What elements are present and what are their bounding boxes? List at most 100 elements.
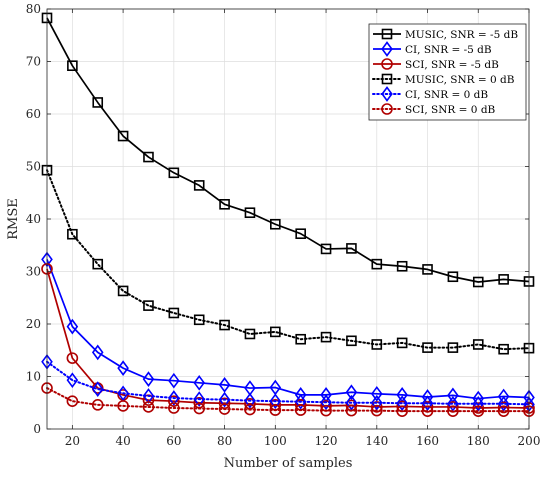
- data-point: [269, 393, 282, 410]
- data-point: [371, 258, 383, 270]
- legend-box: [368, 23, 527, 121]
- data-point: [92, 97, 104, 108]
- legend-item: CI, SNR = 0 dB: [372, 86, 488, 102]
- data-point: [472, 402, 485, 414]
- y-tick-label: 60: [26, 107, 41, 121]
- data-point: [219, 199, 230, 210]
- data-point: [168, 395, 180, 407]
- x-tick-label: 180: [467, 434, 490, 448]
- data-point: [66, 395, 79, 407]
- legend-label: MUSIC, SNR = 0 dB: [405, 74, 515, 86]
- data-point: [421, 405, 434, 417]
- legend: MUSIC, SNR = -5 dB CI, SNR = -5 dB SCI, SN…: [368, 23, 527, 121]
- data-point: [168, 390, 180, 406]
- data-point: [422, 342, 433, 353]
- data-point: [244, 328, 256, 340]
- legend-item: MUSIC, SNR = 0 dB: [372, 73, 515, 86]
- data-point: [193, 391, 206, 407]
- data-point: [346, 243, 357, 254]
- legend-label: CI, SNR = -5 dB: [405, 44, 492, 56]
- data-point: [66, 352, 79, 364]
- data-point: [193, 314, 205, 326]
- data-point: [396, 405, 408, 417]
- data-point: [244, 403, 256, 416]
- data-point: [117, 385, 129, 402]
- y-tick-label: 40: [26, 212, 41, 226]
- data-point: [117, 400, 129, 412]
- data-point: [422, 264, 433, 275]
- series-0: [41, 12, 535, 288]
- y-axis-label: RMSE: [6, 198, 21, 240]
- data-point: [269, 404, 282, 416]
- data-point: [244, 207, 256, 218]
- data-point: [91, 399, 104, 411]
- data-point: [143, 151, 154, 163]
- data-point: [270, 326, 281, 338]
- data-point: [447, 342, 459, 353]
- legend-marker: [381, 103, 393, 115]
- x-tick-label: 140: [365, 434, 388, 448]
- data-point: [193, 402, 206, 415]
- data-point: [168, 402, 180, 414]
- data-point: [320, 404, 332, 417]
- data-point: [345, 404, 358, 417]
- data-point: [447, 271, 459, 283]
- data-point: [91, 381, 104, 397]
- data-point: [117, 360, 129, 376]
- data-point: [345, 394, 358, 411]
- data-point: [295, 333, 306, 345]
- y-tick-label: 70: [26, 55, 41, 69]
- x-tick-label: 160: [416, 434, 439, 448]
- data-point: [396, 337, 408, 349]
- data-point: [117, 285, 129, 297]
- x-tick-label: 120: [315, 434, 338, 448]
- y-tick-label: 10: [26, 370, 41, 384]
- data-point: [370, 404, 383, 417]
- series-4: [41, 353, 535, 413]
- x-axis-label: Number of samples: [224, 456, 353, 471]
- data-point: [67, 228, 78, 240]
- data-point: [193, 180, 205, 191]
- legend-marker: [381, 86, 393, 102]
- y-tick-label: 0: [33, 422, 41, 436]
- legend-label: SCI, SNR = 0 dB: [405, 104, 496, 116]
- x-tick-label: 100: [264, 434, 287, 448]
- data-point: [421, 395, 434, 412]
- data-point: [472, 395, 485, 412]
- data-point: [92, 258, 104, 270]
- data-point: [346, 335, 357, 347]
- data-point: [294, 404, 307, 416]
- data-point: [219, 319, 230, 331]
- data-point: [396, 260, 408, 272]
- legend-item: SCI, SNR = 0 dB: [372, 103, 496, 116]
- data-point: [168, 372, 180, 389]
- data-point: [168, 167, 180, 179]
- data-point: [218, 377, 231, 393]
- legend-label: CI, SNR = 0 dB: [405, 89, 488, 101]
- legend-marker: [381, 41, 393, 57]
- data-point: [345, 384, 358, 401]
- data-point: [320, 243, 332, 255]
- data-point: [498, 343, 509, 355]
- data-point: [66, 372, 79, 389]
- data-point: [142, 401, 155, 413]
- data-point: [142, 371, 155, 387]
- data-point: [396, 395, 408, 412]
- data-point: [497, 405, 510, 417]
- data-point: [294, 393, 307, 410]
- data-point: [244, 392, 256, 409]
- data-point: [370, 394, 383, 411]
- x-tick-label: 80: [217, 434, 232, 448]
- x-tick-label: 60: [166, 434, 181, 448]
- data-point: [168, 307, 180, 319]
- y-tick-label: 30: [26, 265, 41, 279]
- data-point: [472, 405, 485, 417]
- x-tick-label: 40: [115, 434, 130, 448]
- data-point: [447, 405, 459, 417]
- legend-item: SCI, SNR = -5 dB: [373, 58, 499, 71]
- legend-label: MUSIC, SNR = -5 dB: [405, 29, 518, 41]
- series-3: [41, 164, 535, 355]
- legend-item: MUSIC, SNR = -5 dB: [373, 28, 518, 41]
